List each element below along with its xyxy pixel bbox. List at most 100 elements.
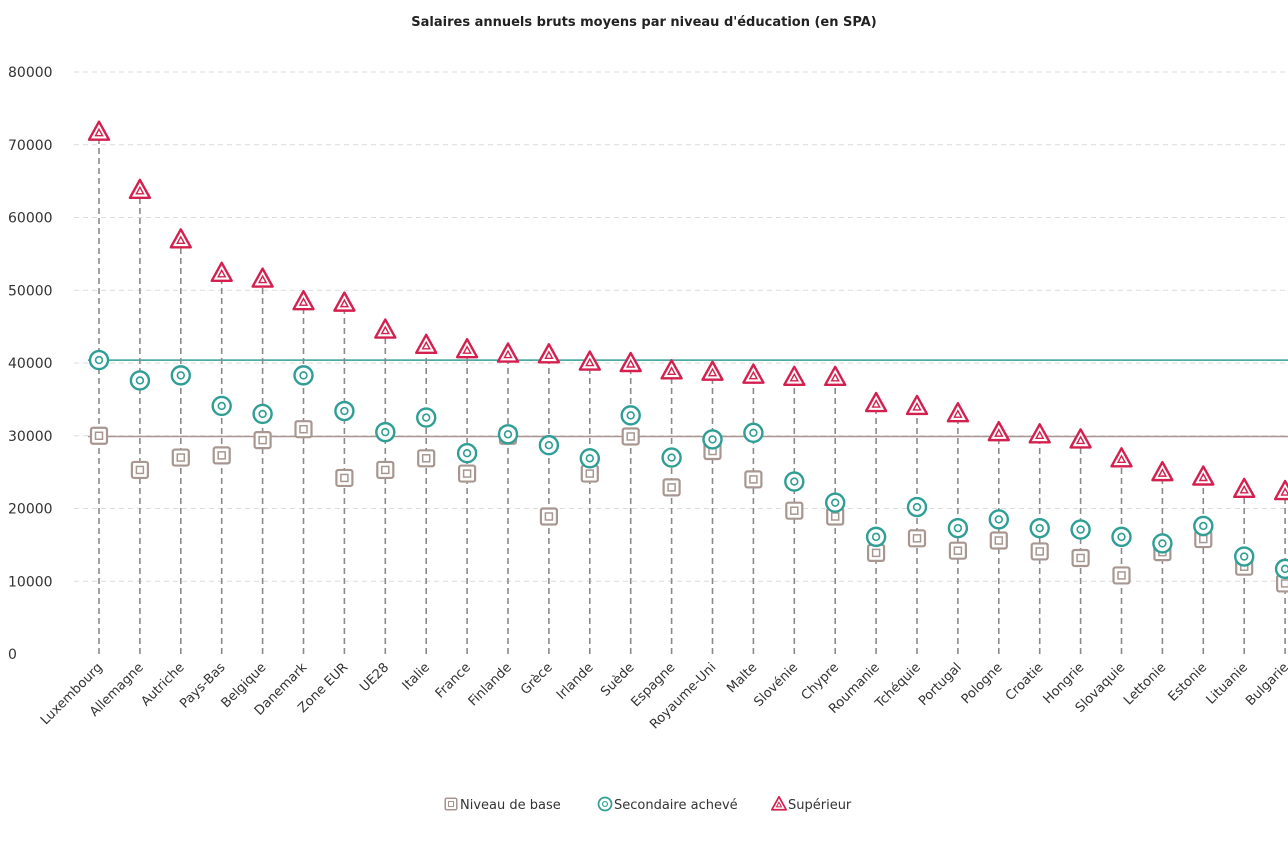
data-point-circle — [825, 492, 846, 513]
data-point-circle — [579, 448, 600, 469]
y-tick-label: 50000 — [8, 283, 53, 299]
y-axis: 0 10000 20000 30000 40000 50000 60000 70000 8000… — [8, 65, 53, 663]
data-point-square — [1112, 566, 1131, 585]
data-point-triangle — [496, 342, 520, 363]
data-point-triangle — [946, 401, 970, 423]
data-point-circle — [293, 365, 314, 386]
data-point-triangle — [1110, 447, 1133, 468]
data-point-triangle — [1028, 423, 1051, 444]
data-point-triangle — [824, 365, 847, 387]
data-point-square — [458, 464, 477, 483]
markers — [87, 120, 1288, 593]
data-point-circle — [1193, 515, 1214, 537]
data-point-triangle — [701, 360, 724, 381]
data-point-circle — [211, 395, 232, 417]
legend[interactable]: Niveau de base Secondaire achevé Supérieur — [444, 795, 852, 813]
legend-circle-icon — [597, 796, 613, 812]
data-point-square — [1030, 542, 1049, 561]
data-point-square — [130, 460, 149, 480]
data-point-triangle — [1233, 477, 1256, 499]
data-point-circle — [456, 443, 478, 464]
data-point-square — [1071, 548, 1090, 568]
data-point-circle — [865, 526, 887, 548]
data-point-triangle — [251, 267, 274, 288]
data-point-circle — [906, 496, 928, 518]
x-tick-label: Finlande — [466, 660, 515, 709]
drop-lines — [98, 139, 1286, 654]
data-point-triangle — [333, 291, 356, 312]
x-tick-label: Croatie — [1003, 660, 1047, 704]
data-point-square — [212, 446, 231, 465]
x-tick-label: Slovénie — [751, 660, 801, 710]
data-point-square — [948, 541, 968, 560]
data-point-circle — [1070, 519, 1091, 540]
y-tick-label: 40000 — [8, 356, 53, 372]
data-point-triangle — [374, 318, 397, 339]
data-point-square — [376, 460, 395, 480]
data-point-triangle — [864, 391, 888, 413]
x-tick-label: UE28 — [357, 660, 392, 695]
data-point-circle — [88, 349, 110, 371]
data-point-triangle — [987, 420, 1010, 442]
x-axis: LuxembourgAllemagneAutrichePays-BasBelgi… — [38, 660, 1288, 732]
data-point-square — [662, 478, 681, 497]
data-point-triangle — [210, 261, 233, 282]
legend-triangle-icon — [770, 795, 788, 811]
x-tick-label: Lettonie — [1121, 660, 1169, 708]
data-point-triangle — [783, 365, 806, 387]
data-point-triangle — [742, 363, 765, 384]
y-tick-label: 20000 — [8, 502, 53, 518]
data-point-square — [785, 501, 804, 520]
data-point-circle — [988, 509, 1009, 530]
legend-item[interactable]: Supérieur — [770, 795, 852, 813]
data-point-triangle — [1192, 465, 1215, 486]
data-point-circle — [661, 447, 682, 468]
data-point-triangle — [537, 343, 561, 364]
legend-label: Niveau de base — [460, 798, 561, 813]
data-point-triangle — [578, 350, 601, 371]
legend-item[interactable]: Niveau de base — [444, 797, 561, 813]
data-point-circle — [1152, 533, 1173, 554]
x-tick-label: Pologne — [959, 660, 1006, 707]
data-point-circle — [947, 517, 969, 539]
x-tick-label: Malte — [724, 660, 760, 696]
chart-title: Salaires annuels bruts moyens par niveau… — [411, 15, 876, 30]
x-tick-label: Grèce — [518, 660, 556, 698]
x-tick-label: Portugal — [916, 660, 965, 709]
legend-label: Supérieur — [788, 798, 852, 813]
data-point-triangle — [1273, 479, 1288, 501]
x-tick-label: Irlande — [554, 660, 597, 703]
y-tick-label: 80000 — [8, 65, 53, 81]
legend-item[interactable]: Secondaire achevé — [597, 796, 738, 813]
grid-layer — [74, 71, 1288, 582]
data-point-triangle — [455, 337, 479, 359]
data-point-circle — [1233, 546, 1255, 567]
y-tick-label: 0 — [8, 647, 17, 663]
data-point-square — [294, 420, 313, 439]
data-point-square — [621, 427, 640, 446]
data-point-square — [539, 507, 559, 526]
data-point-circle — [1111, 526, 1132, 548]
data-point-circle — [1029, 517, 1050, 539]
data-point-square — [826, 507, 845, 526]
data-point-square — [907, 529, 927, 548]
y-tick-label: 10000 — [8, 574, 53, 590]
legend-square-icon — [444, 797, 458, 811]
data-point-circle — [375, 421, 396, 443]
data-point-circle — [743, 422, 764, 444]
x-tick-label: Suède — [598, 660, 637, 699]
data-point-circle — [702, 429, 723, 450]
data-point-circle — [538, 435, 560, 456]
data-point-circle — [784, 471, 805, 492]
y-tick-label: 30000 — [8, 429, 53, 445]
data-point-triangle — [1069, 428, 1092, 449]
data-point-square — [253, 431, 272, 450]
data-point-triangle — [292, 289, 315, 311]
data-point-circle — [129, 370, 151, 391]
y-tick-label: 70000 — [8, 138, 53, 154]
data-point-triangle — [87, 120, 111, 141]
data-point-square — [171, 448, 190, 467]
data-point-circle — [334, 400, 355, 422]
data-point-circle — [252, 403, 273, 425]
